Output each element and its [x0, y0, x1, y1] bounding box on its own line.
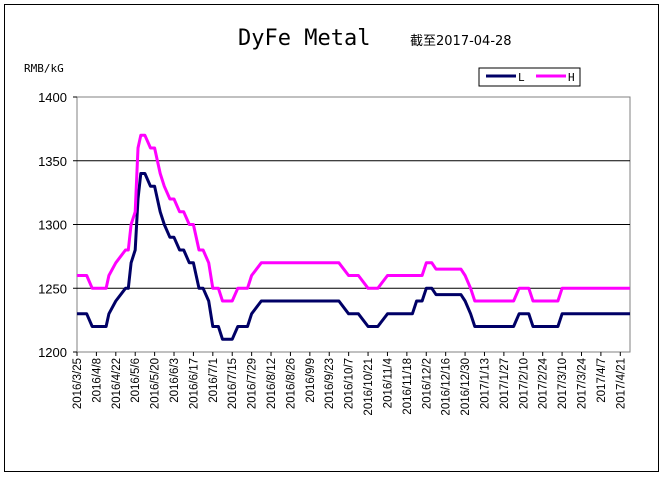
x-tick-label: 2017/2/24 — [538, 357, 550, 409]
y-tick-label: 1300 — [38, 218, 67, 233]
date-label: 截至2017-04-28 — [410, 34, 512, 49]
x-tick-label: 2016/9/9 — [305, 358, 317, 403]
legend-label-h: H — [568, 71, 575, 84]
x-tick-label: 2017/4/21 — [615, 358, 627, 409]
x-tick-label: 2017/4/7 — [596, 358, 608, 403]
x-tick-label: 2016/10/7 — [344, 358, 356, 409]
x-tick-label: 2016/11/18 — [402, 358, 414, 415]
legend-box — [478, 67, 581, 87]
x-tick-label: 2016/6/17 — [188, 358, 200, 409]
x-tick-label: 2017/2/10 — [518, 358, 530, 409]
x-tick-label: 2016/8/12 — [266, 358, 278, 409]
x-tick-label: 2017/3/10 — [557, 358, 569, 409]
y-tick-label: 1400 — [38, 90, 67, 105]
series-line-h — [77, 133, 630, 303]
x-tick-labels: 2016/3/25 2016/4/8 2016/4/22 2016/5/6 2016/5… — [72, 357, 627, 415]
series-lines — [77, 133, 630, 341]
legend-label-l: L — [518, 71, 525, 84]
x-tick-label: 2016/6/3 — [169, 358, 181, 403]
x-tick-label: 2017/1/27 — [499, 358, 511, 409]
chart-title: DyFe Metal — [238, 26, 370, 51]
x-tick-label: 2016/10/21 — [363, 358, 375, 416]
x-tick-label: 2016/4/8 — [91, 358, 103, 403]
y-tick-label: 1200 — [38, 345, 67, 360]
y-tick-label: 1250 — [38, 281, 67, 296]
y-tick-label: 1350 — [38, 154, 67, 169]
x-tick-label: 2016/5/6 — [130, 358, 142, 403]
x-tick-label: 2016/8/26 — [285, 358, 297, 409]
x-tick-label: 2016/12/30 — [460, 358, 472, 416]
x-tick-label: 2017/1/13 — [479, 358, 491, 409]
x-tick-label: 2016/12/2 — [421, 358, 433, 409]
x-tick-label: 2016/9/23 — [324, 358, 336, 409]
x-tick-label: 2016/3/25 — [72, 358, 84, 409]
grid-lines — [73, 96, 630, 356]
x-tick-label: 2016/7/29 — [247, 358, 259, 409]
x-tick-label: 2016/11/4 — [382, 357, 394, 408]
x-tick-label: 2016/5/20 — [150, 358, 162, 409]
x-tick-label: 2016/7/15 — [227, 358, 239, 409]
x-tick-label: 2016/4/22 — [111, 358, 123, 409]
x-tick-label: 2016/7/1 — [208, 358, 220, 403]
y-tick-labels: 1200 1250 1300 1350 1400 — [38, 90, 67, 360]
y-axis-unit: RMB/kG — [24, 62, 64, 75]
series-line-l — [77, 172, 630, 341]
x-tick-label: 2016/12/16 — [441, 358, 453, 416]
x-tick-label: 2017/3/24 — [576, 357, 588, 409]
